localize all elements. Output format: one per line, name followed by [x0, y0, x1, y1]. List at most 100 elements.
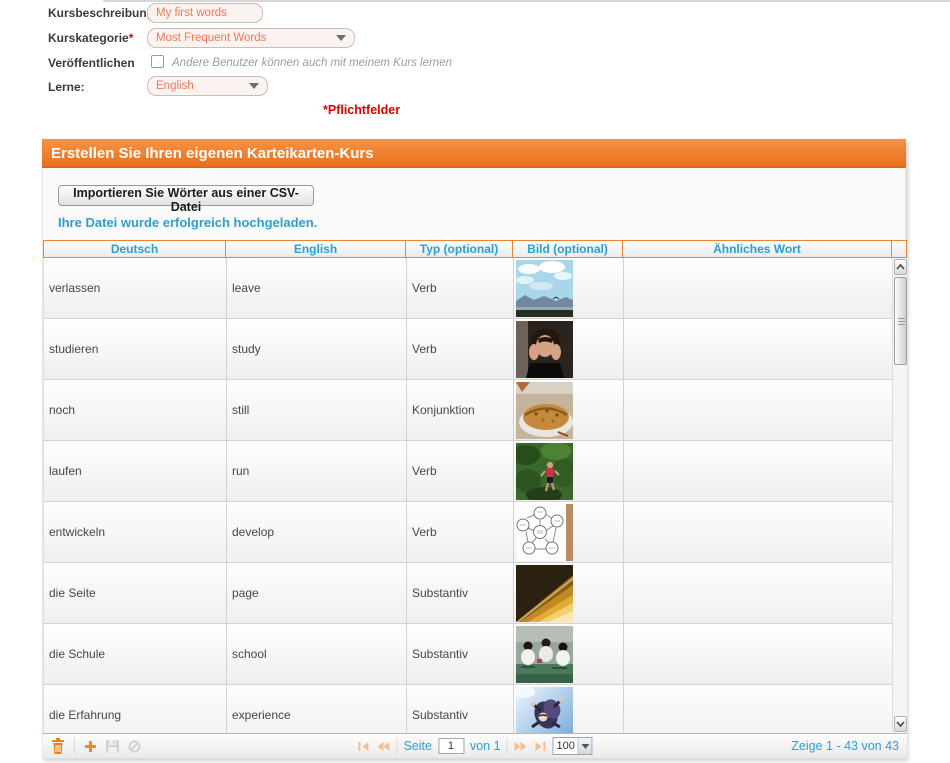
cell-aehnliches-wort [624, 624, 893, 684]
upload-success-message: Ihre Datei wurde erfolgreich hochgeladen… [58, 215, 318, 230]
page-number-input[interactable] [437, 738, 464, 754]
grid-pager: Seite von 1 100 [43, 733, 907, 759]
course-category-select[interactable]: Most Frequent Words [147, 28, 355, 48]
column-header-bild[interactable]: Bild (optional) [513, 241, 623, 257]
prev-page-button [376, 741, 390, 752]
cell-aehnliches-wort [624, 441, 893, 501]
learn-language-value: English [156, 80, 194, 92]
pager-separator [506, 737, 508, 755]
first-page-icon [358, 741, 369, 751]
cell-bild [514, 380, 624, 440]
cell-english: experience [227, 685, 407, 733]
page-size-select[interactable]: 100 [552, 737, 593, 755]
scroll-up-button[interactable] [894, 259, 907, 275]
course-description-input[interactable] [147, 3, 263, 23]
page-of-label: von 1 [469, 739, 501, 753]
cell-english: school [227, 624, 407, 684]
table-row[interactable]: noch still Konjunktion [44, 380, 893, 441]
table-row[interactable]: entwickeln develop Verb [44, 502, 893, 563]
cell-deutsch: entwickeln [44, 502, 227, 562]
classroom-image [516, 626, 573, 683]
course-description-label: Kursbeschreibung [48, 6, 155, 20]
cell-aehnliches-wort [624, 685, 893, 733]
save-icon [106, 739, 119, 753]
learn-language-label: Lerne: [48, 80, 85, 94]
dropdown-arrow-icon [577, 738, 592, 754]
table-row[interactable]: studieren study Verb [44, 319, 893, 380]
scrollbar-thumb[interactable] [894, 277, 907, 365]
chevron-down-icon [249, 83, 259, 89]
table-row[interactable]: laufen run Verb [44, 441, 893, 502]
next-page-button [514, 741, 528, 752]
cell-typ: Substantiv [407, 685, 514, 733]
course-category-label: Kurskategorie* [48, 31, 134, 45]
cell-deutsch: verlassen [44, 258, 227, 318]
column-header-typ[interactable]: Typ (optional) [406, 241, 513, 257]
cell-aehnliches-wort [624, 563, 893, 623]
cell-english: study [227, 319, 407, 379]
delete-row-button[interactable] [51, 738, 65, 754]
cell-bild [514, 624, 624, 684]
skydivers-image [516, 687, 573, 733]
cancel-edit-button [128, 740, 141, 753]
page-size-value: 100 [556, 740, 575, 752]
sky-mountains-image [516, 260, 573, 317]
pager-separator [396, 737, 398, 755]
grid-body: verlassen leave Verb [43, 258, 907, 733]
scroll-down-icon [896, 721, 905, 727]
top-divider [103, 0, 950, 2]
cell-typ: Substantiv [407, 563, 514, 623]
cell-english: run [227, 441, 407, 501]
prev-page-icon [377, 741, 390, 751]
cell-typ: Verb [407, 258, 514, 318]
panel-body: Importieren Sie Wörter aus einer CSV-Dat… [42, 168, 907, 759]
column-header-english[interactable]: English [226, 241, 406, 257]
vertical-scrollbar[interactable] [892, 258, 907, 733]
trash-icon [52, 738, 64, 754]
table-row[interactable]: die Schule school Substantiv [44, 624, 893, 685]
learn-language-select[interactable]: English [147, 76, 268, 96]
course-settings-form: Kursbeschreibung Kurskategorie* Most Fre… [0, 0, 950, 139]
cell-english: page [227, 563, 407, 623]
publish-checkbox[interactable] [151, 55, 164, 68]
cell-typ: Verb [407, 502, 514, 562]
pager-toolbar [51, 734, 141, 758]
cell-typ: Verb [407, 319, 514, 379]
column-header-deutsch[interactable]: Deutsch [43, 241, 226, 257]
table-row[interactable]: die Seite page Substantiv [44, 563, 893, 624]
last-page-button [534, 741, 547, 752]
cell-aehnliches-wort [624, 502, 893, 562]
plus-icon [85, 740, 96, 752]
book-pages-image [516, 565, 573, 622]
cell-english: develop [227, 502, 407, 562]
cell-bild [514, 685, 624, 733]
table-row[interactable]: verlassen leave Verb [44, 258, 893, 319]
record-count-status: Zeige 1 - 43 von 43 [791, 739, 899, 753]
first-page-button [357, 741, 370, 752]
import-csv-button[interactable]: Importieren Sie Wörter aus einer CSV-Dat… [58, 185, 314, 214]
cell-deutsch: die Schule [44, 624, 227, 684]
add-row-button[interactable] [84, 740, 97, 753]
column-header-stub [892, 241, 907, 257]
cycle-diagram-image [516, 504, 573, 561]
baked-dish-image [516, 382, 573, 439]
cell-deutsch: die Seite [44, 563, 227, 623]
scroll-down-button[interactable] [894, 716, 907, 732]
course-category-value: Most Frequent Words [156, 32, 267, 44]
cell-bild [514, 563, 624, 623]
cell-deutsch: laufen [44, 441, 227, 501]
pager-navigation: Seite von 1 100 [357, 734, 593, 758]
column-header-aehnliches-wort[interactable]: Ähnliches Wort [623, 241, 892, 257]
cell-bild [514, 258, 624, 318]
cancel-icon [128, 740, 141, 752]
cell-aehnliches-wort [624, 258, 893, 318]
cell-deutsch: noch [44, 380, 227, 440]
table-row[interactable]: die Erfahrung experience Substantiv [44, 685, 893, 733]
runner-forest-image [516, 443, 573, 500]
panel-title: Erstellen Sie Ihren eigenen Karteikarten… [42, 139, 906, 168]
scrollbar-grip [898, 318, 905, 319]
page-label: Seite [403, 739, 432, 753]
cell-english: leave [227, 258, 407, 318]
cell-typ: Substantiv [407, 624, 514, 684]
